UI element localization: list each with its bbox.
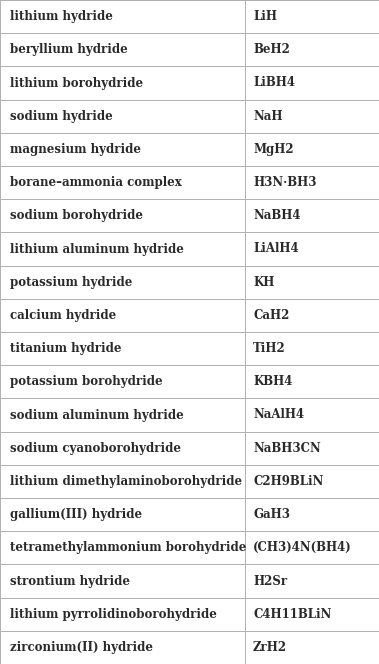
Text: LiH: LiH bbox=[253, 10, 277, 23]
Text: LiAlH4: LiAlH4 bbox=[253, 242, 299, 256]
Text: lithium aluminum hydride: lithium aluminum hydride bbox=[10, 242, 184, 256]
Text: lithium hydride: lithium hydride bbox=[10, 10, 113, 23]
Text: TiH2: TiH2 bbox=[253, 342, 286, 355]
Text: potassium borohydride: potassium borohydride bbox=[10, 375, 163, 388]
Text: zirconium(II) hydride: zirconium(II) hydride bbox=[10, 641, 153, 654]
Text: lithium borohydride: lithium borohydride bbox=[10, 76, 143, 90]
Text: LiBH4: LiBH4 bbox=[253, 76, 295, 90]
Text: KBH4: KBH4 bbox=[253, 375, 292, 388]
Text: ZrH2: ZrH2 bbox=[253, 641, 287, 654]
Text: titanium hydride: titanium hydride bbox=[10, 342, 122, 355]
Text: strontium hydride: strontium hydride bbox=[10, 574, 130, 588]
Text: sodium aluminum hydride: sodium aluminum hydride bbox=[10, 408, 184, 422]
Text: (CH3)4N(BH4): (CH3)4N(BH4) bbox=[253, 541, 352, 554]
Text: BeH2: BeH2 bbox=[253, 43, 290, 56]
Text: CaH2: CaH2 bbox=[253, 309, 290, 322]
Text: sodium hydride: sodium hydride bbox=[10, 110, 113, 123]
Text: GaH3: GaH3 bbox=[253, 508, 290, 521]
Text: NaBH4: NaBH4 bbox=[253, 209, 301, 222]
Text: KH: KH bbox=[253, 276, 274, 289]
Text: magnesium hydride: magnesium hydride bbox=[10, 143, 141, 156]
Text: MgH2: MgH2 bbox=[253, 143, 294, 156]
Text: lithium pyrrolidinoborohydride: lithium pyrrolidinoborohydride bbox=[10, 608, 217, 621]
Text: sodium borohydride: sodium borohydride bbox=[10, 209, 143, 222]
Text: potassium hydride: potassium hydride bbox=[10, 276, 132, 289]
Text: calcium hydride: calcium hydride bbox=[10, 309, 116, 322]
Text: NaBH3CN: NaBH3CN bbox=[253, 442, 321, 455]
Text: H3N·BH3: H3N·BH3 bbox=[253, 176, 316, 189]
Text: C4H11BLiN: C4H11BLiN bbox=[253, 608, 331, 621]
Text: lithium dimethylaminoborohydride: lithium dimethylaminoborohydride bbox=[10, 475, 242, 488]
Text: sodium cyanoborohydride: sodium cyanoborohydride bbox=[10, 442, 181, 455]
Text: C2H9BLiN: C2H9BLiN bbox=[253, 475, 323, 488]
Text: NaAlH4: NaAlH4 bbox=[253, 408, 304, 422]
Text: borane–ammonia complex: borane–ammonia complex bbox=[10, 176, 182, 189]
Text: gallium(III) hydride: gallium(III) hydride bbox=[10, 508, 142, 521]
Text: H2Sr: H2Sr bbox=[253, 574, 287, 588]
Text: NaH: NaH bbox=[253, 110, 282, 123]
Text: tetramethylammonium borohydride: tetramethylammonium borohydride bbox=[10, 541, 246, 554]
Text: beryllium hydride: beryllium hydride bbox=[10, 43, 128, 56]
